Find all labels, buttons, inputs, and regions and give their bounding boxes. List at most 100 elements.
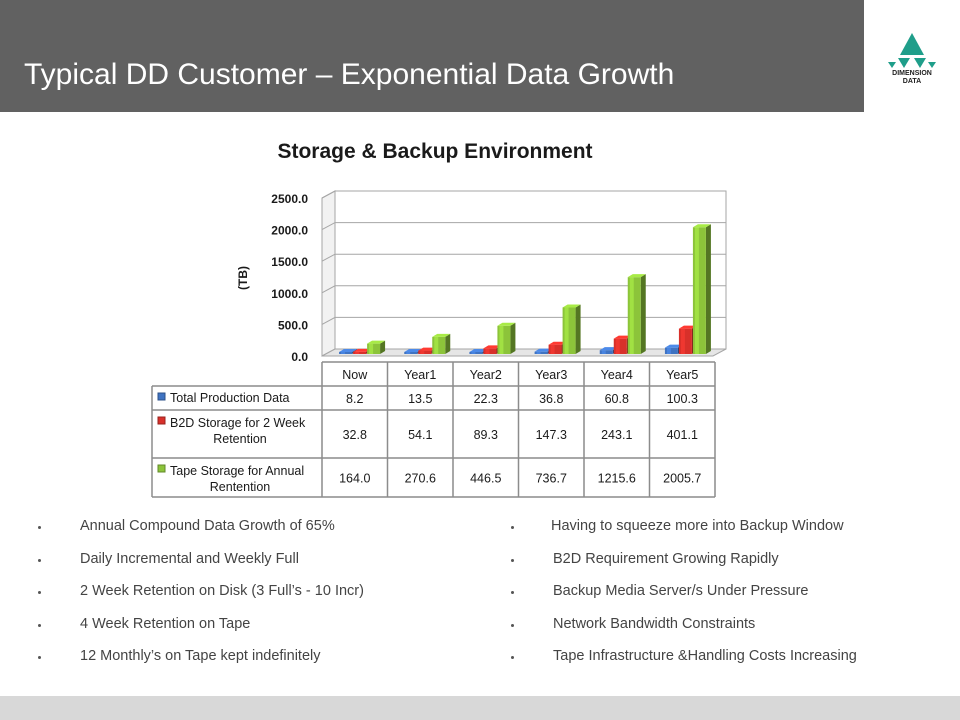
bullet-text: 2 Week Retention on Disk (3 Full’s - 10 … (80, 583, 364, 599)
bullet-dot-icon (38, 526, 41, 529)
bar (497, 322, 516, 354)
legend-key-icon (157, 392, 166, 401)
bar-front (548, 344, 562, 354)
bar (367, 340, 386, 354)
bar-top (627, 274, 646, 278)
bar-front (339, 352, 353, 354)
bar-top (497, 322, 516, 326)
legend-key-icon (157, 464, 166, 473)
chart-back-wall (334, 190, 727, 350)
bar-front (534, 351, 548, 354)
y-tick-label: 0.0 (291, 350, 308, 364)
gridline (321, 285, 726, 294)
bullet-dot-icon (38, 656, 41, 659)
bar-top (548, 341, 567, 345)
bar-front (664, 347, 678, 354)
bar-highlight (406, 352, 411, 354)
data-label: 100.3 (667, 392, 698, 406)
logo-text-line1: DIMENSION (892, 70, 932, 77)
bar-top (664, 344, 683, 348)
bar-top (432, 333, 451, 337)
bar-front (497, 325, 511, 354)
storage-backup-chart: Storage & Backup Environment 0.0 500.0 1000… (151, 140, 727, 498)
bar-highlight (629, 277, 634, 354)
bar-front (613, 338, 627, 354)
bar-highlight (550, 344, 555, 354)
gridline (321, 190, 726, 199)
bar-front (353, 351, 367, 354)
bar-highlight (564, 307, 569, 354)
data-label: 13.5 (408, 392, 432, 406)
logo: DIMENSION DATA (864, 0, 960, 112)
bar-front (367, 343, 381, 354)
bar-front (692, 227, 706, 354)
bar-top (418, 347, 437, 351)
bar-top (692, 224, 711, 228)
bar-front (562, 307, 576, 354)
bar-highlight (341, 352, 346, 354)
bar-top (678, 325, 697, 329)
bullet-text: Having to squeeze more into Backup Windo… (551, 518, 844, 534)
bar-highlight (369, 343, 374, 354)
bar-highlight (420, 350, 425, 354)
bullet-text: 12 Monthly’s on Tape kept indefinitely (80, 648, 321, 664)
bar-highlight (434, 336, 439, 354)
bar-top (599, 347, 618, 351)
bar-highlight (471, 352, 476, 354)
bar-side (640, 274, 646, 354)
bullet-text: B2D Requirement Growing Rapidly (553, 550, 779, 567)
bar-front (404, 352, 418, 354)
bar-side (380, 340, 386, 354)
bar-highlight (536, 351, 541, 354)
bar-highlight (485, 348, 490, 354)
legend-entry: B2D Storage for 2 Week Retention (170, 416, 306, 446)
bar-side (445, 333, 451, 354)
bar (562, 304, 581, 354)
data-label: 54.1 (408, 428, 432, 442)
bullet-dot-icon (511, 591, 514, 594)
bar-front (627, 277, 641, 354)
bar (432, 333, 451, 354)
category-label: Year2 (470, 368, 502, 382)
slide-title: Typical DD Customer – Exponential Data G… (24, 58, 675, 91)
data-label: 60.8 (605, 392, 629, 406)
y-axis-label: (TB) (236, 266, 250, 290)
category-label: Year3 (535, 368, 567, 382)
data-label: 22.3 (474, 392, 498, 406)
data-label: 446.5 (470, 472, 501, 486)
data-label: 36.8 (539, 392, 563, 406)
chart-title: Storage & Backup Environment (277, 140, 592, 163)
bar-front (678, 328, 692, 354)
bar-highlight (615, 338, 620, 354)
bar (692, 224, 711, 354)
data-label: 736.7 (536, 472, 567, 486)
y-tick-label: 500.0 (278, 318, 308, 332)
bullet-text: Daily Incremental and Weekly Full (80, 550, 299, 567)
bar-top (613, 335, 632, 339)
category-label: Year1 (404, 368, 436, 382)
bar-highlight (694, 227, 699, 354)
bar-front (469, 352, 483, 354)
legend-entry: Tape Storage for Annual Rentention (170, 464, 304, 494)
bar-top (469, 349, 488, 352)
data-label: 164.0 (339, 472, 370, 486)
bar-top (353, 348, 372, 352)
bullet-text: 4 Week Retention on Tape (80, 615, 251, 632)
bullet-dot-icon (511, 623, 514, 627)
legend-entry: Total Production Data (170, 391, 290, 405)
bullet-text: Tape Infrastructure &Handling Costs Incr… (553, 648, 857, 664)
bar-front (599, 350, 613, 354)
data-label: 32.8 (343, 428, 367, 442)
bar-highlight (355, 351, 360, 354)
data-label: 401.1 (667, 428, 698, 442)
y-tick-label: 1000.0 (271, 287, 308, 301)
data-label: 1215.6 (598, 472, 636, 486)
bar-top (404, 349, 423, 352)
bar-highlight (499, 325, 504, 354)
gridline (321, 316, 726, 325)
bullet-text: Backup Media Server/s Under Pressure (553, 583, 809, 599)
footer-bar (0, 696, 960, 720)
logo-text-line2: DATA (902, 78, 922, 85)
bar-highlight (680, 328, 685, 354)
gridline (321, 253, 726, 262)
